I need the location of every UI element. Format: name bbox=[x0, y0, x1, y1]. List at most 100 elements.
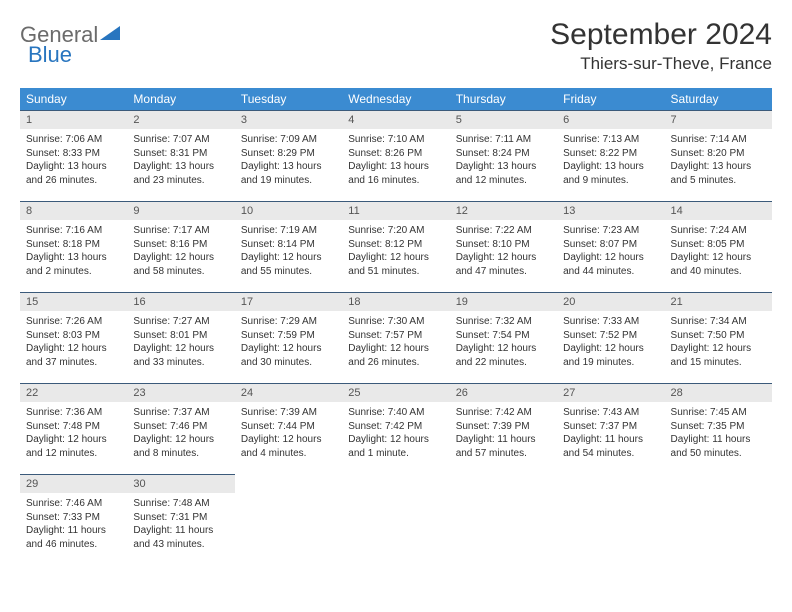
day-details: Sunrise: 7:07 AMSunset: 8:31 PMDaylight:… bbox=[127, 129, 234, 201]
day-number: 12 bbox=[450, 201, 557, 220]
calendar-week-row: 29Sunrise: 7:46 AMSunset: 7:33 PMDayligh… bbox=[20, 474, 772, 565]
calendar-day-cell: 23Sunrise: 7:37 AMSunset: 7:46 PMDayligh… bbox=[127, 383, 234, 474]
day-details: Sunrise: 7:30 AMSunset: 7:57 PMDaylight:… bbox=[342, 311, 449, 383]
location: Thiers-sur-Theve, France bbox=[550, 54, 772, 74]
calendar-week-row: 1Sunrise: 7:06 AMSunset: 8:33 PMDaylight… bbox=[20, 110, 772, 201]
calendar-day-cell: 12Sunrise: 7:22 AMSunset: 8:10 PMDayligh… bbox=[450, 201, 557, 292]
weekday-header: Saturday bbox=[665, 88, 772, 110]
day-details: Sunrise: 7:11 AMSunset: 8:24 PMDaylight:… bbox=[450, 129, 557, 201]
day-details: Sunrise: 7:14 AMSunset: 8:20 PMDaylight:… bbox=[665, 129, 772, 201]
day-number: 8 bbox=[20, 201, 127, 220]
calendar-day-cell: 14Sunrise: 7:24 AMSunset: 8:05 PMDayligh… bbox=[665, 201, 772, 292]
calendar-day-cell: .. bbox=[557, 474, 664, 565]
calendar-day-cell: 9Sunrise: 7:17 AMSunset: 8:16 PMDaylight… bbox=[127, 201, 234, 292]
day-number: 30 bbox=[127, 474, 234, 493]
calendar-day-cell: 7Sunrise: 7:14 AMSunset: 8:20 PMDaylight… bbox=[665, 110, 772, 201]
day-number: 26 bbox=[450, 383, 557, 402]
day-details: Sunrise: 7:40 AMSunset: 7:42 PMDaylight:… bbox=[342, 402, 449, 474]
day-details: Sunrise: 7:24 AMSunset: 8:05 PMDaylight:… bbox=[665, 220, 772, 292]
day-details: Sunrise: 7:17 AMSunset: 8:16 PMDaylight:… bbox=[127, 220, 234, 292]
day-number: 20 bbox=[557, 292, 664, 311]
weekday-header: Monday bbox=[127, 88, 234, 110]
calendar-day-cell: 8Sunrise: 7:16 AMSunset: 8:18 PMDaylight… bbox=[20, 201, 127, 292]
calendar-day-cell: 6Sunrise: 7:13 AMSunset: 8:22 PMDaylight… bbox=[557, 110, 664, 201]
day-number: 24 bbox=[235, 383, 342, 402]
calendar-body: 1Sunrise: 7:06 AMSunset: 8:33 PMDaylight… bbox=[20, 110, 772, 565]
day-details: Sunrise: 7:20 AMSunset: 8:12 PMDaylight:… bbox=[342, 220, 449, 292]
calendar-day-cell: 28Sunrise: 7:45 AMSunset: 7:35 PMDayligh… bbox=[665, 383, 772, 474]
day-details: Sunrise: 7:33 AMSunset: 7:52 PMDaylight:… bbox=[557, 311, 664, 383]
day-number: 21 bbox=[665, 292, 772, 311]
calendar-day-cell: 26Sunrise: 7:42 AMSunset: 7:39 PMDayligh… bbox=[450, 383, 557, 474]
day-details: Sunrise: 7:43 AMSunset: 7:37 PMDaylight:… bbox=[557, 402, 664, 474]
calendar-day-cell: 21Sunrise: 7:34 AMSunset: 7:50 PMDayligh… bbox=[665, 292, 772, 383]
day-details: Sunrise: 7:36 AMSunset: 7:48 PMDaylight:… bbox=[20, 402, 127, 474]
day-number: 9 bbox=[127, 201, 234, 220]
calendar-day-cell: .. bbox=[665, 474, 772, 565]
day-number: 25 bbox=[342, 383, 449, 402]
day-number: 16 bbox=[127, 292, 234, 311]
calendar-day-cell: 2Sunrise: 7:07 AMSunset: 8:31 PMDaylight… bbox=[127, 110, 234, 201]
weekday-header: Wednesday bbox=[342, 88, 449, 110]
day-details: Sunrise: 7:27 AMSunset: 8:01 PMDaylight:… bbox=[127, 311, 234, 383]
day-number: 18 bbox=[342, 292, 449, 311]
weekday-header: Friday bbox=[557, 88, 664, 110]
day-number: 17 bbox=[235, 292, 342, 311]
calendar-day-cell: .. bbox=[235, 474, 342, 565]
calendar-week-row: 15Sunrise: 7:26 AMSunset: 8:03 PMDayligh… bbox=[20, 292, 772, 383]
calendar-day-cell: 1Sunrise: 7:06 AMSunset: 8:33 PMDaylight… bbox=[20, 110, 127, 201]
weekday-header: Tuesday bbox=[235, 88, 342, 110]
calendar-day-cell: 3Sunrise: 7:09 AMSunset: 8:29 PMDaylight… bbox=[235, 110, 342, 201]
day-number: 23 bbox=[127, 383, 234, 402]
calendar-table: SundayMondayTuesdayWednesdayThursdayFrid… bbox=[20, 88, 772, 565]
day-details: Sunrise: 7:37 AMSunset: 7:46 PMDaylight:… bbox=[127, 402, 234, 474]
calendar-day-cell: 30Sunrise: 7:48 AMSunset: 7:31 PMDayligh… bbox=[127, 474, 234, 565]
day-number: 3 bbox=[235, 110, 342, 129]
title-block: September 2024 Thiers-sur-Theve, France bbox=[550, 18, 772, 74]
calendar-day-cell: 29Sunrise: 7:46 AMSunset: 7:33 PMDayligh… bbox=[20, 474, 127, 565]
calendar-day-cell: .. bbox=[450, 474, 557, 565]
calendar-day-cell: 22Sunrise: 7:36 AMSunset: 7:48 PMDayligh… bbox=[20, 383, 127, 474]
day-details: Sunrise: 7:09 AMSunset: 8:29 PMDaylight:… bbox=[235, 129, 342, 201]
day-details: Sunrise: 7:13 AMSunset: 8:22 PMDaylight:… bbox=[557, 129, 664, 201]
day-number: 13 bbox=[557, 201, 664, 220]
day-number: 1 bbox=[20, 110, 127, 129]
day-details: Sunrise: 7:10 AMSunset: 8:26 PMDaylight:… bbox=[342, 129, 449, 201]
day-number: 6 bbox=[557, 110, 664, 129]
day-details: Sunrise: 7:34 AMSunset: 7:50 PMDaylight:… bbox=[665, 311, 772, 383]
day-number: 11 bbox=[342, 201, 449, 220]
calendar-week-row: 22Sunrise: 7:36 AMSunset: 7:48 PMDayligh… bbox=[20, 383, 772, 474]
day-number: 15 bbox=[20, 292, 127, 311]
calendar-day-cell: .. bbox=[342, 474, 449, 565]
day-details: Sunrise: 7:45 AMSunset: 7:35 PMDaylight:… bbox=[665, 402, 772, 474]
month-title: September 2024 bbox=[550, 18, 772, 52]
calendar-day-cell: 15Sunrise: 7:26 AMSunset: 8:03 PMDayligh… bbox=[20, 292, 127, 383]
calendar-week-row: 8Sunrise: 7:16 AMSunset: 8:18 PMDaylight… bbox=[20, 201, 772, 292]
day-details: Sunrise: 7:16 AMSunset: 8:18 PMDaylight:… bbox=[20, 220, 127, 292]
calendar-day-cell: 24Sunrise: 7:39 AMSunset: 7:44 PMDayligh… bbox=[235, 383, 342, 474]
calendar-day-cell: 16Sunrise: 7:27 AMSunset: 8:01 PMDayligh… bbox=[127, 292, 234, 383]
day-details: Sunrise: 7:39 AMSunset: 7:44 PMDaylight:… bbox=[235, 402, 342, 474]
calendar-day-cell: 27Sunrise: 7:43 AMSunset: 7:37 PMDayligh… bbox=[557, 383, 664, 474]
day-number: 29 bbox=[20, 474, 127, 493]
day-details: Sunrise: 7:26 AMSunset: 8:03 PMDaylight:… bbox=[20, 311, 127, 383]
day-number: 2 bbox=[127, 110, 234, 129]
day-number: 14 bbox=[665, 201, 772, 220]
day-details: Sunrise: 7:19 AMSunset: 8:14 PMDaylight:… bbox=[235, 220, 342, 292]
calendar-day-cell: 11Sunrise: 7:20 AMSunset: 8:12 PMDayligh… bbox=[342, 201, 449, 292]
header: General September 2024 Thiers-sur-Theve,… bbox=[20, 18, 772, 74]
day-details: Sunrise: 7:29 AMSunset: 7:59 PMDaylight:… bbox=[235, 311, 342, 383]
day-details: Sunrise: 7:46 AMSunset: 7:33 PMDaylight:… bbox=[20, 493, 127, 565]
day-number: 19 bbox=[450, 292, 557, 311]
day-number: 7 bbox=[665, 110, 772, 129]
day-number: 28 bbox=[665, 383, 772, 402]
day-details: Sunrise: 7:48 AMSunset: 7:31 PMDaylight:… bbox=[127, 493, 234, 565]
calendar-day-cell: 19Sunrise: 7:32 AMSunset: 7:54 PMDayligh… bbox=[450, 292, 557, 383]
weekday-header: Sunday bbox=[20, 88, 127, 110]
day-number: 22 bbox=[20, 383, 127, 402]
day-details: Sunrise: 7:06 AMSunset: 8:33 PMDaylight:… bbox=[20, 129, 127, 201]
calendar-day-cell: 25Sunrise: 7:40 AMSunset: 7:42 PMDayligh… bbox=[342, 383, 449, 474]
day-number: 5 bbox=[450, 110, 557, 129]
calendar-day-cell: 13Sunrise: 7:23 AMSunset: 8:07 PMDayligh… bbox=[557, 201, 664, 292]
logo-triangle-icon bbox=[100, 22, 122, 48]
